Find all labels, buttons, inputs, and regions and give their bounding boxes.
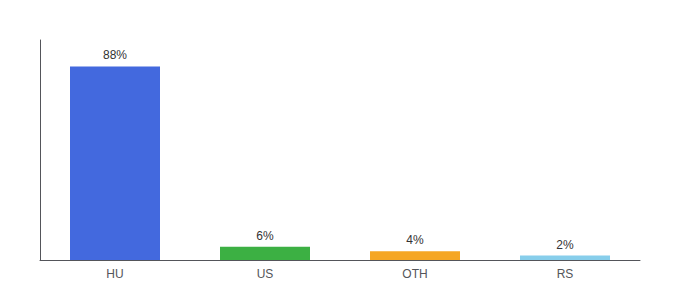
- svg-text:88%: 88%: [103, 48, 127, 62]
- svg-text:4%: 4%: [406, 233, 424, 247]
- svg-text:OTH: OTH: [402, 267, 427, 281]
- svg-text:US: US: [257, 267, 274, 281]
- svg-text:HU: HU: [106, 267, 123, 281]
- svg-text:RS: RS: [557, 267, 574, 281]
- svg-text:6%: 6%: [256, 229, 274, 243]
- svg-text:2%: 2%: [556, 238, 574, 252]
